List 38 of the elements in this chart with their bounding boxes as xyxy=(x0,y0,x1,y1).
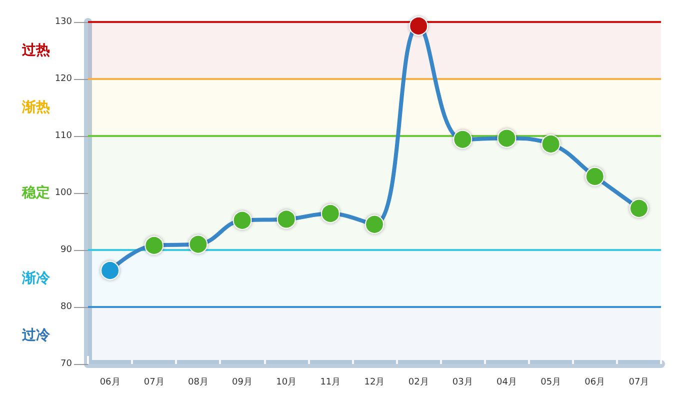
point xyxy=(232,210,252,230)
point xyxy=(497,128,516,148)
y-tick-label: 100 xyxy=(54,188,72,198)
point xyxy=(629,198,648,218)
x-tick-label: 05月 xyxy=(540,378,562,388)
point xyxy=(188,234,208,254)
point xyxy=(541,134,560,154)
point xyxy=(144,236,164,255)
x-tick-label: 03月 xyxy=(452,378,473,388)
band-label: 过热 xyxy=(21,42,50,58)
y-tick-label: 120 xyxy=(54,74,72,84)
x-tick-label: 06月 xyxy=(584,378,606,388)
point xyxy=(409,16,428,36)
x-tick-label: 11月 xyxy=(320,378,341,388)
point xyxy=(100,261,120,280)
x-tick-label: 07月 xyxy=(628,378,650,388)
y-tick-label: 70 xyxy=(60,359,72,369)
point xyxy=(585,166,604,186)
x-tick-label: 09月 xyxy=(232,378,252,388)
band-label: 稳定 xyxy=(21,184,50,201)
y-tick-label: 80 xyxy=(60,302,72,312)
y-tick-label: 90 xyxy=(60,245,72,255)
y-tick-label: 130 xyxy=(54,17,72,27)
x-tick-label: 06月 xyxy=(100,378,120,388)
point xyxy=(276,210,296,229)
point xyxy=(320,204,340,224)
x-tick-label: 02月 xyxy=(408,378,429,388)
x-tick-label: 10月 xyxy=(276,378,297,388)
x-tick-label: 12月 xyxy=(364,378,385,388)
band-label: 过冷 xyxy=(21,328,51,344)
band-label: 渐热 xyxy=(21,100,50,116)
x-tick-label: 07月 xyxy=(144,378,164,388)
x-tick-label: 08月 xyxy=(188,378,208,388)
x-tick-label: 04月 xyxy=(496,378,517,388)
point xyxy=(365,214,384,234)
band-label: 渐冷 xyxy=(21,270,51,286)
y-tick-label: 110 xyxy=(54,131,72,141)
point xyxy=(453,130,472,149)
